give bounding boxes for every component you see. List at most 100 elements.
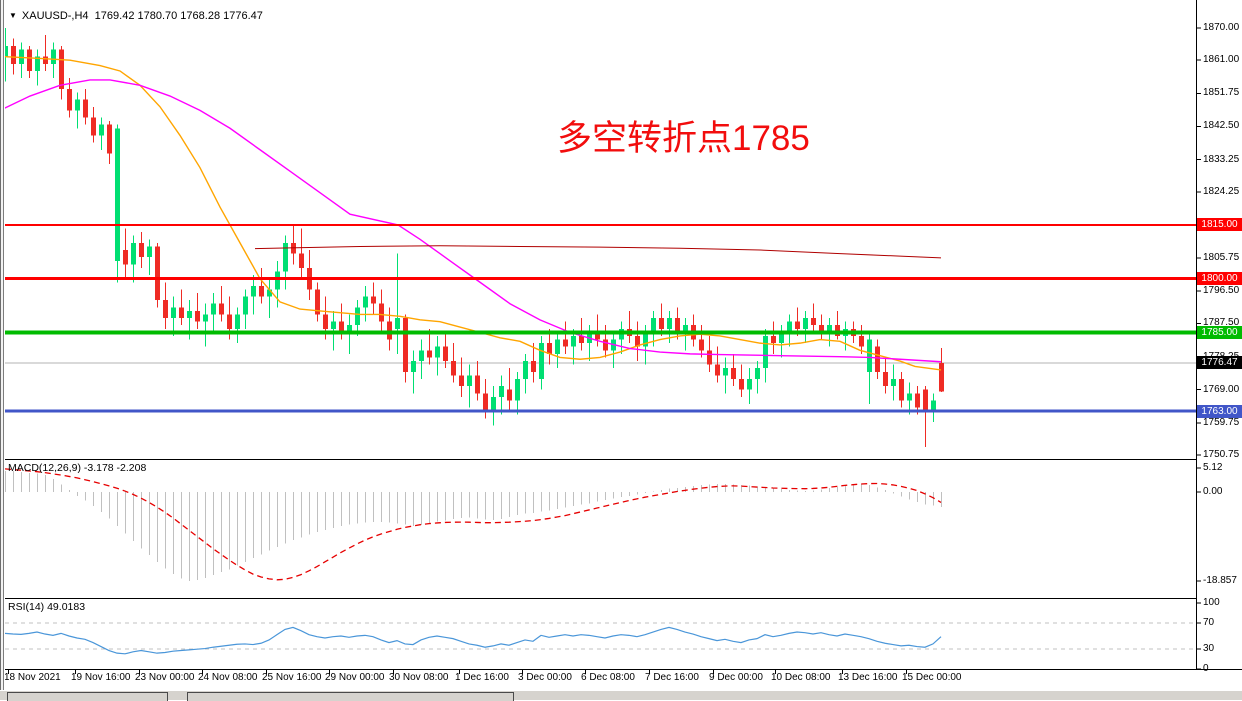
candle-body bbox=[339, 321, 344, 333]
candle-body bbox=[435, 346, 440, 358]
candle-body bbox=[715, 364, 720, 376]
price-badge-1785.00: 1785.00 bbox=[1197, 325, 1242, 339]
time-tick-label: 7 Dec 16:00 bbox=[645, 672, 699, 683]
candle-body bbox=[139, 242, 144, 258]
candle-body bbox=[91, 117, 96, 136]
candle-body bbox=[787, 321, 792, 333]
price-tick-label: 1759.75 bbox=[1203, 416, 1240, 428]
candle-body bbox=[123, 250, 128, 265]
candle-body bbox=[283, 242, 288, 272]
macd-tick-label: 5.12 bbox=[1203, 461, 1223, 473]
candle-body bbox=[571, 335, 576, 347]
ma-fast-orange-line bbox=[4, 55, 942, 371]
candle-body bbox=[299, 253, 304, 268]
rsi-tick-label: 0 bbox=[1203, 663, 1209, 674]
candle-body bbox=[547, 343, 552, 354]
candle-body bbox=[923, 389, 928, 412]
price-badge-1815.00: 1815.00 bbox=[1197, 218, 1242, 232]
candle-body bbox=[363, 296, 368, 308]
price-tick-label: 1851.75 bbox=[1203, 87, 1240, 99]
candle-body bbox=[267, 289, 272, 297]
candle-body bbox=[195, 310, 200, 322]
candle-body bbox=[475, 375, 480, 394]
candle-body bbox=[899, 378, 904, 401]
rsi-line bbox=[4, 626, 942, 655]
candle-body bbox=[683, 325, 688, 333]
candle-body bbox=[579, 335, 584, 344]
candle-body bbox=[523, 361, 528, 379]
ma-slow-magenta-line bbox=[0, 79, 942, 363]
minimized-windows-strip bbox=[0, 690, 1242, 701]
candle-body bbox=[443, 346, 448, 362]
candle-body bbox=[235, 314, 240, 329]
candle-body bbox=[11, 45, 16, 64]
candle-body bbox=[51, 49, 56, 64]
candle-body bbox=[811, 318, 816, 326]
candle-body bbox=[515, 378, 520, 401]
symbol-period-label: XAUUSD-,H4 bbox=[21, 10, 89, 22]
time-tick-label: 18 Nov 2021 bbox=[4, 672, 61, 683]
candle-body bbox=[763, 335, 768, 369]
time-tick-label: 6 Dec 08:00 bbox=[581, 672, 635, 683]
candle-body bbox=[331, 321, 336, 329]
candle-body bbox=[275, 271, 280, 290]
candle-body bbox=[99, 124, 104, 136]
candle-body bbox=[707, 350, 712, 365]
candle-body bbox=[323, 314, 328, 329]
candle-body bbox=[491, 396, 496, 412]
chart-title-bar[interactable]: ▼ XAUUSD-,H4 1769.42 1780.70 1768.28 1776… bbox=[9, 10, 263, 22]
macd-tick-label: 0.00 bbox=[1203, 486, 1223, 497]
candle-body bbox=[819, 325, 824, 333]
candle-body bbox=[659, 318, 664, 329]
candle-body bbox=[755, 368, 760, 379]
candle-body bbox=[251, 285, 256, 297]
minimized-window-2[interactable] bbox=[187, 692, 514, 701]
candle-body bbox=[731, 368, 736, 379]
candle-body bbox=[539, 343, 544, 379]
price-tick-label: 1787.50 bbox=[1203, 317, 1240, 329]
rsi-tick-label: 30 bbox=[1203, 643, 1215, 655]
candle-body bbox=[867, 339, 872, 372]
candle-body bbox=[651, 318, 656, 333]
price-badge-1776.47: 1776.47 bbox=[1197, 356, 1242, 370]
time-tick-label: 3 Dec 00:00 bbox=[518, 672, 572, 683]
candle-body bbox=[883, 371, 888, 387]
macd-tick-label: -18.857 bbox=[1203, 575, 1237, 586]
price-badge-1800.00: 1800.00 bbox=[1197, 272, 1242, 286]
candle-body bbox=[771, 335, 776, 344]
time-tick-label: 25 Nov 16:00 bbox=[262, 672, 322, 683]
price-tick-label: 1805.75 bbox=[1203, 252, 1240, 264]
candle-body bbox=[27, 49, 32, 71]
candle-body bbox=[451, 361, 456, 376]
candle-body bbox=[459, 375, 464, 387]
candle-body bbox=[19, 49, 24, 64]
price-badge-1763.00: 1763.00 bbox=[1197, 404, 1242, 418]
candle-body bbox=[107, 124, 112, 154]
rsi-tick-label: 100 bbox=[1203, 597, 1220, 608]
candle-body bbox=[915, 393, 920, 408]
rsi-indicator-label: RSI(14) 49.0183 bbox=[8, 601, 86, 613]
candle-body bbox=[931, 400, 936, 412]
time-tick-label: 1 Dec 16:00 bbox=[455, 672, 509, 683]
candle-body bbox=[563, 339, 568, 347]
symbol-dropdown-icon[interactable]: ▼ bbox=[9, 11, 17, 20]
candle-body bbox=[219, 303, 224, 315]
candle-body bbox=[747, 378, 752, 390]
candle-body bbox=[483, 393, 488, 412]
candle-body bbox=[467, 375, 472, 387]
candle-body bbox=[371, 296, 376, 304]
candle-body bbox=[59, 49, 64, 89]
candle-body bbox=[131, 242, 136, 265]
price-tick-label: 1861.00 bbox=[1203, 54, 1240, 66]
time-tick-label: 9 Dec 00:00 bbox=[709, 672, 763, 683]
time-tick-label: 23 Nov 00:00 bbox=[135, 672, 195, 683]
candle-body bbox=[3, 45, 8, 57]
minimized-window-1[interactable] bbox=[7, 692, 168, 701]
candle-body bbox=[499, 386, 504, 397]
candle-body bbox=[211, 303, 216, 315]
candle-body bbox=[259, 285, 264, 297]
candle-body bbox=[891, 378, 896, 387]
price-tick-label: 1750.75 bbox=[1203, 449, 1240, 461]
